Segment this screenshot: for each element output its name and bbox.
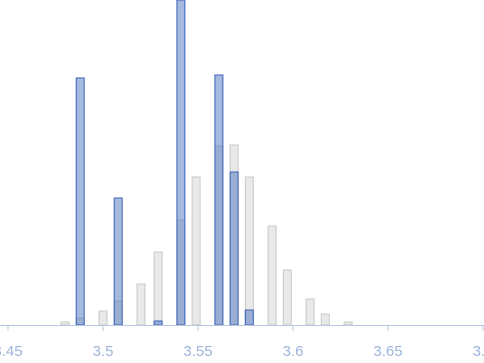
x-tick-label: 3.7 — [473, 343, 484, 360]
bar — [343, 321, 353, 326]
bar — [176, 0, 186, 326]
bar — [244, 176, 254, 326]
bar — [113, 197, 123, 326]
x-tick-label: 3.65 — [373, 343, 402, 360]
x-tick-label: 3.45 — [0, 343, 23, 360]
bar — [60, 321, 70, 326]
x-tick-label: 3.5 — [93, 343, 114, 360]
bar — [320, 313, 330, 326]
bar — [282, 269, 292, 326]
bar — [229, 171, 239, 326]
bar — [75, 77, 85, 326]
bar — [136, 283, 146, 326]
bar — [153, 251, 163, 326]
bar — [153, 320, 163, 326]
bar — [98, 310, 108, 326]
bar — [267, 225, 277, 326]
bar — [305, 298, 315, 326]
x-tick-label: 3.55 — [183, 343, 212, 360]
x-tick-label: 3.6 — [283, 343, 304, 360]
bar — [191, 176, 201, 326]
bar — [214, 74, 224, 326]
bar — [244, 309, 254, 326]
